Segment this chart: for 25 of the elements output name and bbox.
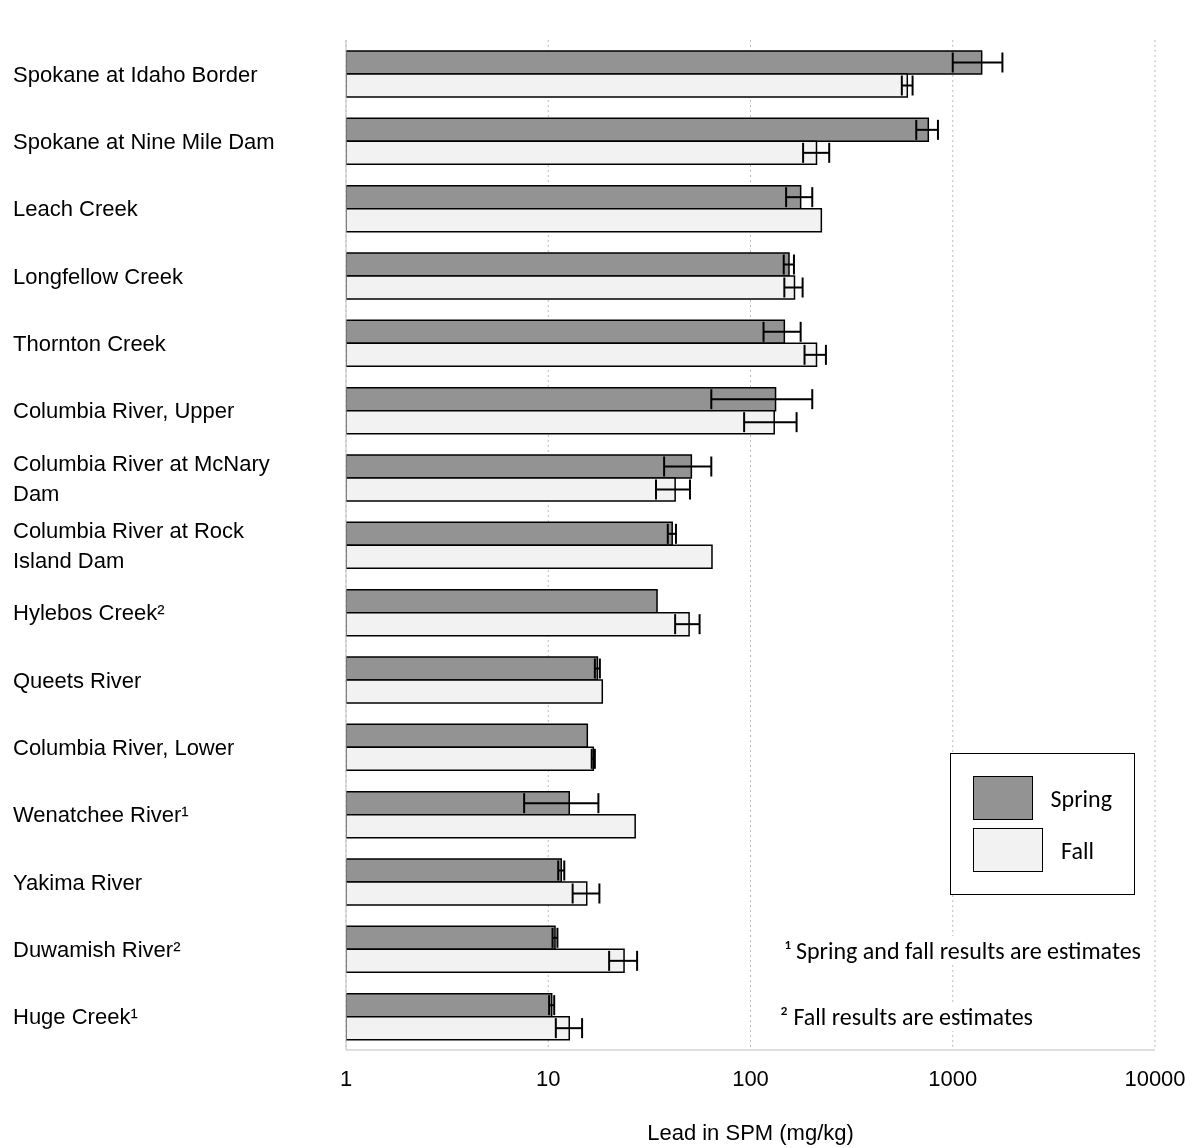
y-tick-label: Columbia River at McNary Dam (13, 450, 270, 506)
y-tick-label: Wenatchee River¹ (13, 802, 189, 828)
annotation: ² Fall results are estimates (779, 1002, 1033, 1031)
annotation: ¹ Spring and fall results are estimates (784, 936, 1141, 965)
x-tick-label: 10000 (1124, 1065, 1186, 1091)
y-tick-label: Huge Creek¹ (13, 1004, 138, 1030)
y-tick-label: Duwamish River² (13, 937, 181, 962)
y-tick-label: Columbia River, Lower (13, 735, 235, 760)
x-tick-label: 1 (339, 1065, 353, 1091)
legend-label: Spring (1050, 783, 1112, 813)
y-tick-label: Spokane at Nine Mile Dam (13, 129, 275, 154)
y-tick-label: Columbia River, Upper (13, 398, 235, 424)
y-tick-label: Columbia River at Rock Island Dam (13, 518, 246, 573)
y-tick-label: Spokane at Idaho Border (13, 61, 258, 87)
x-tick-label: 10 (536, 1065, 561, 1091)
x-tick-label: 1000 (928, 1065, 978, 1091)
y-tick-label: Yakima River (13, 869, 143, 895)
y-tick-label: Hylebos Creek² (13, 600, 165, 626)
legend-label: Fall (1061, 835, 1094, 865)
y-tick-label: Leach Creek (13, 196, 139, 222)
y-tick-label: Queets River (13, 667, 142, 693)
x-axis-title: Lead in SPM (mg/kg) (647, 1120, 854, 1145)
y-tick-label: Thornton Creek (13, 331, 167, 356)
y-tick-label: Longfellow Creek (13, 263, 184, 289)
x-tick-label: 100 (732, 1065, 769, 1091)
